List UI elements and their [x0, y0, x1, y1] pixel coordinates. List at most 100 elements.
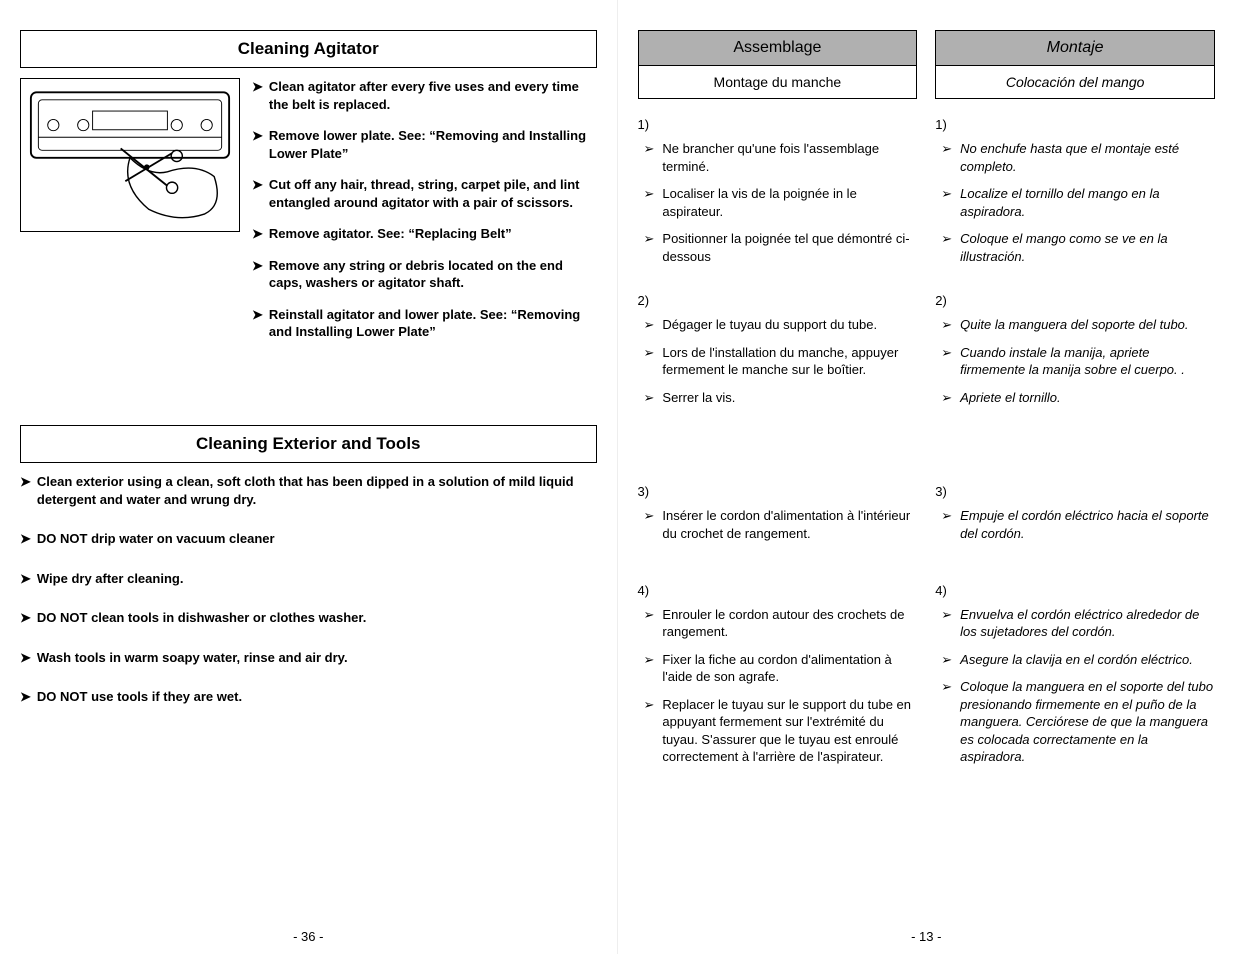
spanish-column: Montaje Colocación del mango 1) ➢ No ench… — [935, 30, 1215, 776]
item-text: Lors de l'installation du manche, appuye… — [662, 344, 917, 379]
arrow-icon: ➢ — [941, 230, 952, 248]
item-text: Localiser la vis de la poignée in le asp… — [662, 185, 917, 220]
fr-step1-list: ➢ Ne brancher qu'une fois l'assemblage te… — [638, 140, 918, 265]
bullet-text: Remove agitator. See: “Replacing Belt” — [269, 225, 512, 243]
item-text: Localize el tornillo del mango en la asp… — [960, 185, 1215, 220]
section-cleaning-exterior: Cleaning Exterior and Tools ➤ Clean exter… — [20, 425, 597, 706]
arrow-icon: ➢ — [941, 185, 952, 203]
arrow-icon: ➢ — [941, 678, 952, 696]
bullet-text: Clean agitator after every five uses and… — [269, 78, 597, 113]
item-text: Enrouler le cordon autour des crochets d… — [662, 606, 917, 641]
step-num: 4) — [935, 583, 1215, 598]
arrow-icon: ➢ — [941, 316, 952, 334]
bullet-text: Reinstall agitator and lower plate. See:… — [269, 306, 597, 341]
item-text: Positionner la poignée tel que démontré … — [662, 230, 917, 265]
arrow-icon: ➢ — [941, 140, 952, 158]
bullet-text: Remove lower plate. See: “Removing and I… — [269, 127, 597, 162]
arrow-icon: ➤ — [252, 225, 263, 243]
section-title-box: Cleaning Exterior and Tools — [20, 425, 597, 463]
step-num: 4) — [638, 583, 918, 598]
fr-step3-list: ➢ Insérer le cordon d'alimentation à l'in… — [638, 507, 918, 542]
right-page: Assemblage Montage du manche 1) ➢ Ne bran… — [618, 0, 1235, 954]
fr-subheader: Montage du manche — [638, 66, 918, 99]
item-text: Coloque la manguera en el soporte del tu… — [960, 678, 1215, 766]
page-number-left: - 36 - — [293, 929, 323, 944]
arrow-icon: ➤ — [20, 473, 31, 491]
step-num: 1) — [935, 117, 1215, 132]
item-text: Cuando instale la manija, apriete firmem… — [960, 344, 1215, 379]
arrow-icon: ➤ — [20, 530, 31, 548]
fr-step4-list: ➢ Enrouler le cordon autour des crochets … — [638, 606, 918, 766]
arrow-icon: ➤ — [252, 306, 263, 324]
fr-step2-list: ➢ Dégager le tuyau du support du tube. ➢ L… — [638, 316, 918, 406]
arrow-icon: ➢ — [644, 651, 655, 669]
arrow-icon: ➢ — [941, 389, 952, 407]
item-text: Replacer le tuyau sur le support du tube… — [662, 696, 917, 766]
arrow-icon: ➢ — [941, 344, 952, 362]
arrow-icon: ➤ — [20, 609, 31, 627]
bullet-text: Remove any string or debris located on t… — [269, 257, 597, 292]
left-page: Cleaning Agitator — [0, 0, 618, 954]
bullet-text: Clean exterior using a clean, soft cloth… — [37, 473, 597, 508]
arrow-icon: ➢ — [644, 185, 655, 203]
item-text: Insérer le cordon d'alimentation à l'int… — [662, 507, 917, 542]
es-step1-list: ➢ No enchufe hasta que el montaje esté co… — [935, 140, 1215, 265]
agitator-bullets: ➤ Clean agitator after every five uses an… — [252, 78, 597, 355]
arrow-icon: ➤ — [252, 78, 263, 96]
bullet-text: DO NOT drip water on vacuum cleaner — [37, 530, 275, 548]
step-num: 3) — [638, 484, 918, 499]
item-text: Coloque el mango como se ve en la illust… — [960, 230, 1215, 265]
agitator-diagram — [20, 78, 240, 232]
arrow-icon: ➢ — [644, 507, 655, 525]
arrow-icon: ➢ — [941, 606, 952, 624]
bullet-text: Cut off any hair, thread, string, carpet… — [269, 176, 597, 211]
item-text: Serrer la vis. — [662, 389, 735, 407]
es-subheader: Colocación del mango — [935, 66, 1215, 99]
es-step4-list: ➢ Envuelva el cordón eléctrico alrededor … — [935, 606, 1215, 766]
arrow-icon: ➢ — [644, 606, 655, 624]
section-title-box: Cleaning Agitator — [20, 30, 597, 68]
item-text: Apriete el tornillo. — [960, 389, 1060, 407]
arrow-icon: ➢ — [941, 651, 952, 669]
arrow-icon: ➤ — [20, 649, 31, 667]
section-title: Cleaning Exterior and Tools — [33, 434, 584, 454]
item-text: Empuje el cordón eléctrico hacia el sopo… — [960, 507, 1215, 542]
item-text: Asegure la clavija en el cordón eléctric… — [960, 651, 1193, 669]
bullet-text: DO NOT clean tools in dishwasher or clot… — [37, 609, 366, 627]
arrow-icon: ➢ — [644, 140, 655, 158]
item-text: Dégager le tuyau du support du tube. — [662, 316, 877, 334]
item-text: Ne brancher qu'une fois l'assemblage ter… — [662, 140, 917, 175]
bullet-text: DO NOT use tools if they are wet. — [37, 688, 242, 706]
french-column: Assemblage Montage du manche 1) ➢ Ne bran… — [638, 30, 918, 776]
es-step3-list: ➢ Empuje el cordón eléctrico hacia el sop… — [935, 507, 1215, 542]
arrow-icon: ➢ — [644, 696, 655, 714]
arrow-icon: ➢ — [644, 389, 655, 407]
exterior-bullets: ➤ Clean exterior using a clean, soft clot… — [20, 473, 597, 706]
step-num: 3) — [935, 484, 1215, 499]
item-text: No enchufe hasta que el montaje esté com… — [960, 140, 1215, 175]
arrow-icon: ➢ — [644, 344, 655, 362]
manual-spread: Cleaning Agitator — [0, 0, 1235, 954]
fr-header: Assemblage — [638, 30, 918, 66]
arrow-icon: ➢ — [644, 316, 655, 334]
page-number-right: - 13 - — [911, 929, 941, 944]
step-num: 2) — [638, 293, 918, 308]
arrow-icon: ➢ — [941, 507, 952, 525]
item-text: Fixer la fiche au cordon d'alimentation … — [662, 651, 917, 686]
bullet-text: Wash tools in warm soapy water, rinse an… — [37, 649, 348, 667]
arrow-icon: ➤ — [20, 570, 31, 588]
bullet-text: Wipe dry after cleaning. — [37, 570, 184, 588]
step-num: 1) — [638, 117, 918, 132]
es-header: Montaje — [935, 30, 1215, 66]
arrow-icon: ➤ — [252, 257, 263, 275]
arrow-icon: ➤ — [20, 688, 31, 706]
step-num: 2) — [935, 293, 1215, 308]
es-step2-list: ➢ Quite la manguera del soporte del tubo.… — [935, 316, 1215, 406]
arrow-icon: ➤ — [252, 127, 263, 145]
section-title: Cleaning Agitator — [33, 39, 584, 59]
arrow-icon: ➤ — [252, 176, 263, 194]
section-cleaning-agitator: Cleaning Agitator — [20, 30, 597, 355]
item-text: Quite la manguera del soporte del tubo. — [960, 316, 1188, 334]
item-text: Envuelva el cordón eléctrico alrededor d… — [960, 606, 1215, 641]
arrow-icon: ➢ — [644, 230, 655, 248]
